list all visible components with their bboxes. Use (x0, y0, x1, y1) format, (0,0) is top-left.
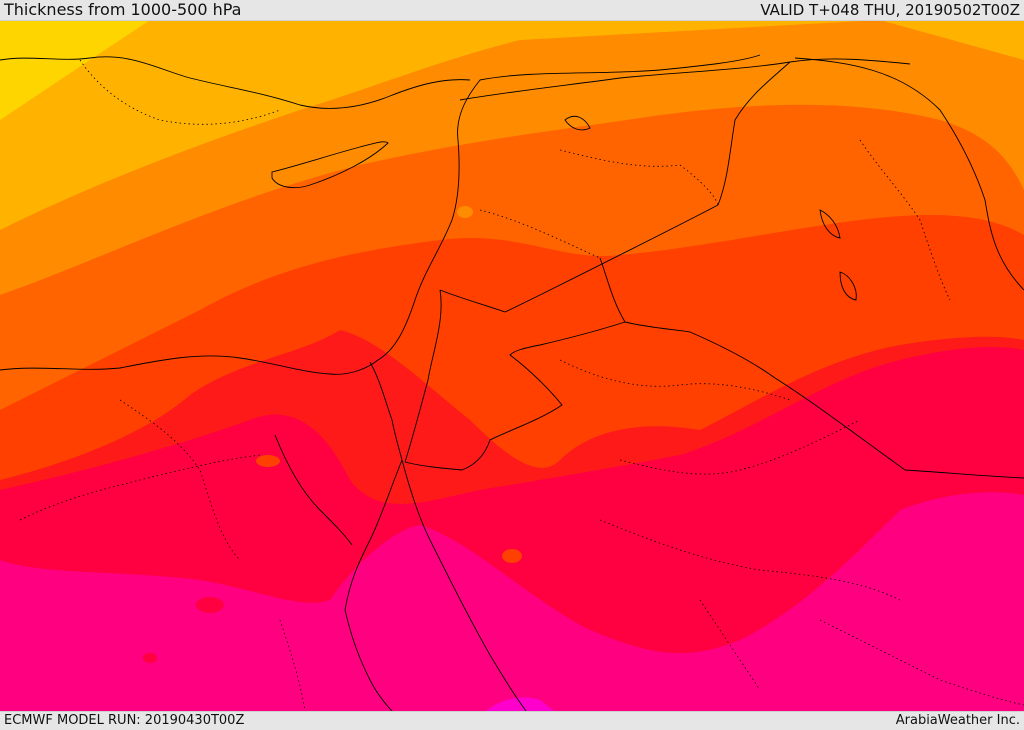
coastlines (0, 54, 1024, 711)
coastline-anatolia (0, 56, 471, 109)
band-9 (485, 697, 555, 711)
border-turkey-south (459, 58, 911, 101)
border-syria-jordan (439, 289, 506, 313)
national-borders (369, 58, 1024, 479)
border-jordan-saudi (404, 321, 626, 471)
map-canvas (0, 21, 1024, 711)
province-border (559, 359, 791, 401)
warm-pocket (457, 206, 473, 218)
border-egypt-israel (369, 361, 403, 461)
red-sea-east (401, 459, 527, 711)
coastline-levant (0, 54, 761, 375)
valid-time: VALID T+048 THU, 20190502T00Z (760, 1, 1020, 19)
province-border (699, 599, 761, 691)
band-8 (0, 492, 1024, 711)
warm-pocket (502, 549, 522, 563)
gulf-of-suez (274, 434, 353, 546)
cyprus-coast (271, 141, 389, 189)
warm-pocket (143, 653, 157, 663)
province-border (599, 519, 901, 601)
header-bar: Thickness from 1000-500 hPa VALID T+048 … (0, 0, 1024, 21)
province-border (479, 209, 601, 259)
province-border (619, 419, 861, 475)
provincial-borders (19, 59, 1024, 711)
lake-van (564, 115, 591, 131)
gulf-coast (794, 57, 1024, 291)
red-sea-west (344, 459, 403, 711)
thickness-map[interactable] (0, 21, 1024, 711)
province-border (119, 399, 241, 561)
band-1 (0, 21, 149, 120)
lake (839, 271, 857, 301)
model-run-label: ECMWF MODEL RUN: 20190430T00Z (4, 713, 245, 728)
warm-pocket (196, 597, 224, 613)
border-jordan-israel (404, 289, 442, 463)
warm-pocket (256, 455, 280, 467)
province-border (279, 619, 306, 711)
province-border (859, 139, 951, 301)
border-iraq-syria (504, 61, 791, 313)
footer-bar: ECMWF MODEL RUN: 20190430T00Z ArabiaWeat… (0, 711, 1024, 730)
lake (819, 209, 841, 239)
map-title: Thickness from 1000-500 hPa (4, 0, 242, 19)
province-border (819, 619, 1024, 706)
credit-label: ArabiaWeather Inc. (895, 713, 1020, 728)
province-border (19, 454, 261, 521)
